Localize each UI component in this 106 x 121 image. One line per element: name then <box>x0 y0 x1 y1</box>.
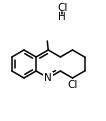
Text: N: N <box>44 73 52 83</box>
Text: H: H <box>58 12 66 22</box>
Text: Cl: Cl <box>67 79 78 90</box>
Text: Cl: Cl <box>58 3 68 13</box>
